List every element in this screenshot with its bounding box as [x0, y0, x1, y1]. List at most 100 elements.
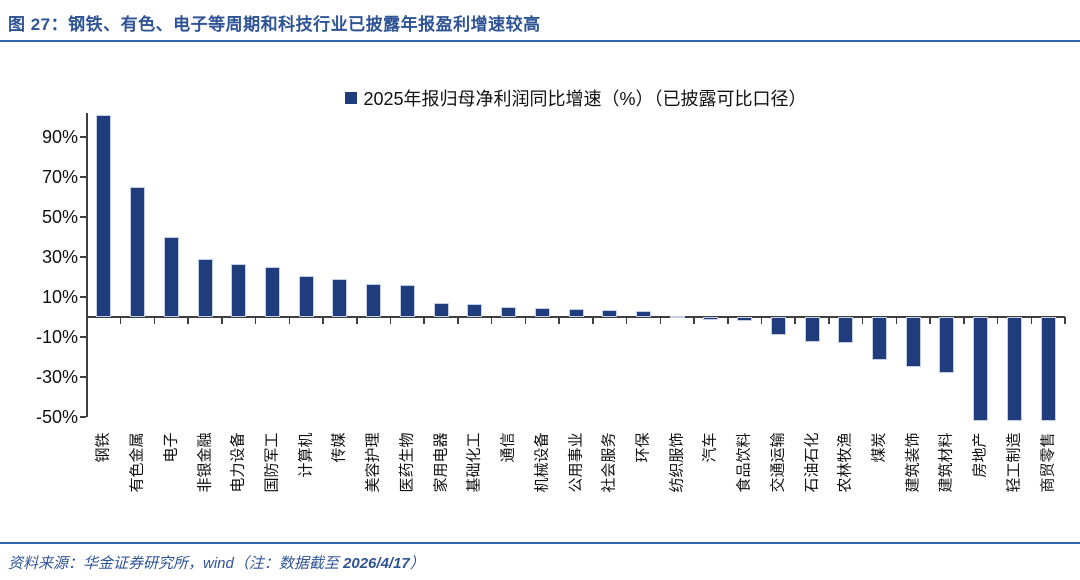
x-axis-tick	[693, 317, 695, 324]
bar-社会服务	[602, 310, 618, 317]
bar-汽车	[703, 317, 719, 320]
bar-电力设备	[231, 264, 247, 317]
x-axis-tick	[794, 317, 796, 324]
y-axis-line	[86, 113, 88, 417]
x-axis-tick	[490, 317, 493, 324]
x-axis-tick	[828, 317, 830, 324]
x-axis-label: 农林牧渔	[836, 432, 854, 493]
bar-交通运输	[770, 317, 786, 335]
y-axis-tick	[80, 296, 86, 298]
x-axis-tick	[221, 317, 223, 324]
bar-机械设备	[534, 308, 550, 317]
x-axis-label: 电子	[162, 432, 180, 463]
x-axis-tick	[963, 317, 965, 324]
bar-建筑装饰	[905, 317, 921, 367]
x-axis-label: 石油石化	[803, 432, 821, 493]
bar-纺织服饰	[669, 315, 685, 318]
bar-计算机	[298, 276, 314, 317]
x-axis-tick	[389, 317, 392, 324]
y-axis-tick	[80, 256, 86, 258]
x-axis-label: 电力设备	[229, 432, 247, 493]
y-axis-tick-label: 30%	[41, 247, 78, 267]
x-axis-tick	[86, 317, 88, 324]
x-axis-label: 计算机	[297, 432, 315, 478]
x-axis-tick	[322, 317, 324, 324]
x-axis-tick	[423, 317, 425, 324]
source-note-prefix: 资料来源：华金证券研究所，wind（注：数据截至	[8, 555, 344, 572]
x-axis-label: 环保	[634, 432, 652, 463]
x-axis-tick	[1064, 317, 1066, 324]
bar-轻工制造	[1006, 317, 1022, 421]
x-axis-label: 非银金融	[196, 432, 214, 493]
bar-房地产	[973, 317, 989, 421]
x-axis-tick	[254, 317, 257, 324]
x-axis-tick	[457, 317, 459, 324]
y-axis-tick-label: -10%	[35, 327, 78, 347]
y-axis-tick	[80, 176, 86, 178]
x-axis-tick	[625, 317, 628, 324]
x-axis-label: 美容护理	[364, 432, 382, 493]
x-axis-line	[87, 316, 1065, 318]
figure-title: 图 27：钢铁、有色、电子等周期和科技行业已披露年报盈利增速较高	[8, 15, 541, 34]
x-axis-label: 食品饮料	[735, 432, 753, 493]
x-axis-label: 机械设备	[533, 432, 551, 493]
x-axis-tick	[288, 317, 291, 324]
bar-公用事业	[568, 309, 584, 317]
bar-有色金属	[130, 187, 146, 317]
bar-钢铁	[96, 115, 112, 317]
x-axis-label: 有色金属	[128, 432, 146, 493]
x-axis-tick	[861, 317, 864, 324]
x-axis-tick	[356, 317, 358, 324]
y-axis-tick	[80, 216, 86, 218]
chart-legend: 2025年报归母净利润同比增速（%）（已披露可比口径）	[87, 86, 1065, 110]
y-axis-tick-label: 70%	[41, 167, 78, 187]
bar-传媒	[332, 279, 348, 317]
bar-商贸零售	[1040, 317, 1056, 421]
bar-美容护理	[366, 284, 382, 317]
y-axis-tick-label: 50%	[41, 207, 78, 227]
bar-医药生物	[399, 285, 415, 317]
x-axis-label: 传媒	[330, 432, 348, 463]
x-axis-tick	[1030, 317, 1033, 324]
x-axis-label: 医药生物	[398, 432, 416, 493]
x-axis-tick	[558, 317, 560, 324]
x-axis-label: 通信	[499, 432, 517, 463]
x-axis-tick	[524, 317, 527, 324]
x-axis-label: 商贸零售	[1039, 432, 1057, 493]
bar-国防军工	[264, 267, 280, 317]
footer-divider	[0, 542, 1080, 544]
y-axis-tick	[80, 376, 86, 378]
x-axis-label: 社会服务	[600, 432, 618, 493]
x-axis-label: 轻工制造	[1005, 432, 1023, 493]
x-axis-tick	[659, 317, 662, 324]
bar-石油石化	[804, 317, 820, 342]
x-axis-label: 纺织服饰	[668, 432, 686, 493]
bar-电子	[163, 237, 179, 317]
x-axis-tick	[187, 317, 189, 324]
source-note-suffix: ）	[409, 555, 425, 572]
x-axis-tick	[119, 317, 122, 324]
bar-煤炭	[872, 317, 888, 360]
y-axis-tick-label: -50%	[35, 407, 78, 427]
legend-swatch-icon	[345, 92, 358, 104]
x-axis-tick	[895, 317, 898, 324]
y-axis-tick-label: 90%	[41, 127, 78, 147]
source-note-date: 2026/4/17	[343, 555, 410, 572]
bar-农林牧渔	[838, 317, 854, 344]
x-axis-label: 房地产	[971, 432, 989, 478]
x-axis-tick	[153, 317, 156, 324]
y-axis-tick	[80, 336, 86, 338]
x-axis-label: 汽车	[701, 432, 719, 463]
bar-非银金融	[197, 259, 213, 317]
x-axis-label: 家用电器	[432, 432, 450, 493]
y-axis-tick	[80, 416, 86, 418]
x-axis-label: 建筑装饰	[904, 432, 922, 493]
y-axis-tick-label: 10%	[41, 287, 78, 307]
bar-家用电器	[433, 303, 449, 317]
x-axis-label: 钢铁	[94, 432, 112, 463]
bar-建筑材料	[939, 317, 955, 373]
bar-基础化工	[467, 304, 483, 317]
bar-食品饮料	[737, 317, 753, 321]
x-axis-tick	[727, 317, 729, 324]
